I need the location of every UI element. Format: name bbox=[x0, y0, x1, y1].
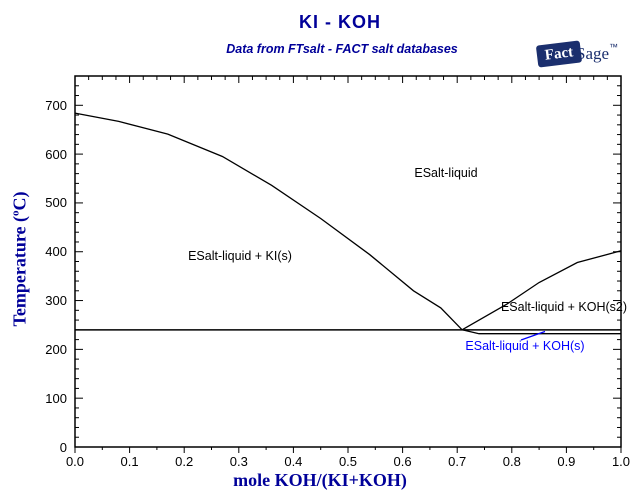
x-tick-label-0.0: 0.0 bbox=[65, 454, 85, 469]
x-axis-title: mole KOH/(KI+KOH) bbox=[233, 470, 407, 490]
x-tick-label-0.2: 0.2 bbox=[175, 454, 194, 469]
x-tick-label-0.7: 0.7 bbox=[448, 454, 467, 469]
factsage-logo: Fact Sage ™ bbox=[535, 40, 619, 68]
phase-boundary-liquidus-KOH-side bbox=[461, 250, 622, 331]
x-tick-label-0.6: 0.6 bbox=[393, 454, 412, 469]
y-tick-label-500: 500 bbox=[45, 195, 67, 211]
x-tick-label-0.5: 0.5 bbox=[338, 454, 358, 469]
phase-boundary-liquidus-KI-side bbox=[74, 112, 463, 331]
y-tick-label-0: 0 bbox=[59, 439, 67, 455]
y-tick-label-300: 300 bbox=[45, 293, 67, 309]
y-tick-label-200: 200 bbox=[45, 341, 67, 357]
y-axis-title: Temperature (oC) bbox=[10, 192, 31, 327]
y-axis-title-text: Temperature ( bbox=[9, 216, 30, 327]
x-tick-label-0.4: 0.4 bbox=[284, 454, 303, 469]
y-tick-label-400: 400 bbox=[45, 244, 67, 260]
x-tick-label-0.9: 0.9 bbox=[557, 454, 576, 469]
x-tick-label-0.8: 0.8 bbox=[502, 454, 521, 469]
factsage-logo-fact-text: Fact bbox=[543, 43, 574, 64]
y-tick-label-700: 700 bbox=[45, 97, 67, 113]
phase-boundary-koh-s2-s-boundary bbox=[461, 329, 621, 335]
y-axis-title-unit: C) bbox=[9, 191, 30, 211]
x-tick-label-0.3: 0.3 bbox=[229, 454, 248, 469]
degree-symbol: o bbox=[9, 210, 22, 217]
y-tick-label-600: 600 bbox=[45, 146, 67, 162]
y-tick-label-100: 100 bbox=[45, 390, 67, 406]
chart-title: KI - KOH bbox=[299, 12, 381, 32]
chart-subtitle: Data from FTsalt - FACT salt databases bbox=[226, 42, 458, 56]
region-label-esalt-liquid-koh-s2: ESalt-liquid + KOH(s2) bbox=[500, 300, 628, 314]
trademark-symbol: ™ bbox=[609, 42, 619, 52]
x-tick-label-0.1: 0.1 bbox=[120, 454, 139, 469]
region-label-esalt-liquid-koh-s: ESalt-liquid + KOH(s) bbox=[465, 339, 585, 353]
region-label-esalt-liquid: ESalt-liquid bbox=[414, 166, 478, 180]
plot-border bbox=[74, 75, 622, 448]
x-tick-label-1.0: 1.0 bbox=[611, 454, 631, 469]
factsage-logo-sage-text: Sage bbox=[576, 44, 610, 63]
region-label-esalt-liquid-ki: ESalt-liquid + KI(s) bbox=[188, 249, 292, 263]
